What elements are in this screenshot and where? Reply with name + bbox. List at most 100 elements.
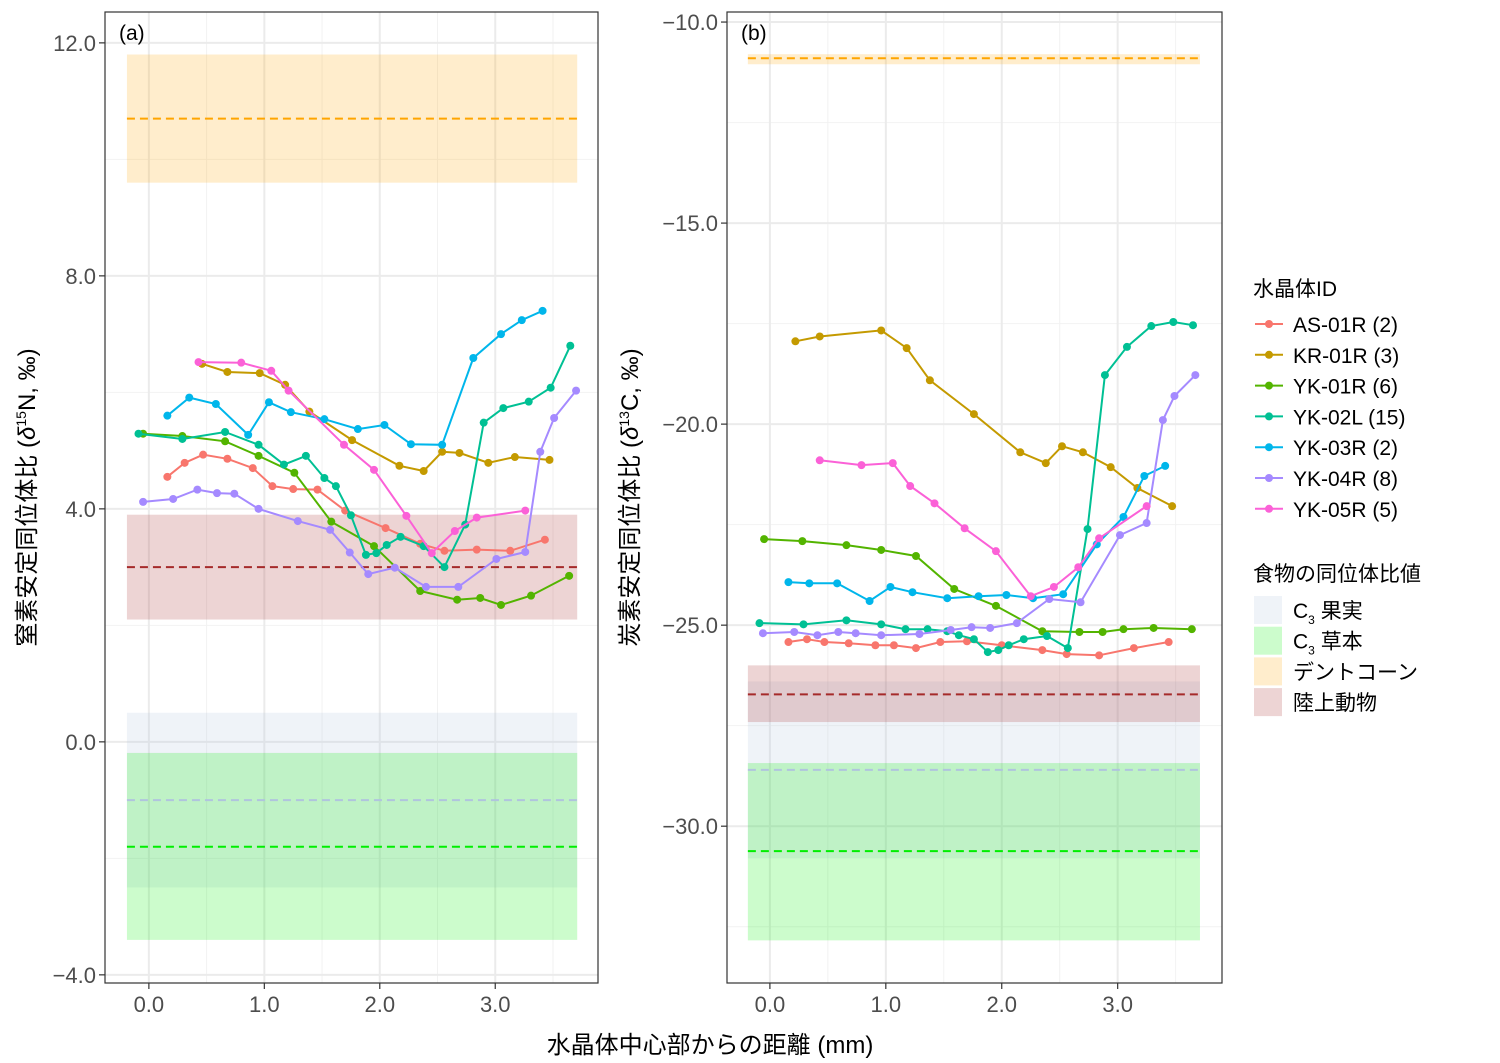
data-point <box>833 579 842 588</box>
data-point <box>479 418 488 427</box>
y-tick-label: −10.0 <box>662 10 718 35</box>
data-point <box>320 473 329 482</box>
data-point <box>902 344 911 353</box>
data-point <box>802 635 811 644</box>
data-point <box>1026 592 1035 601</box>
panel-label: (a) <box>119 22 145 45</box>
data-point <box>313 485 322 494</box>
legend-dot <box>1265 412 1273 421</box>
legend-food-land: 陸上動物 <box>1254 688 1377 717</box>
data-point <box>994 646 1003 655</box>
x-tick-label: 0.0 <box>134 992 165 1017</box>
data-point <box>925 376 934 385</box>
data-point <box>180 458 189 467</box>
legend-label: AS-01R (2) <box>1293 314 1398 337</box>
data-point <box>815 456 824 465</box>
data-point <box>911 552 920 561</box>
data-point <box>960 524 969 533</box>
data-point <box>440 546 449 555</box>
data-point <box>758 629 767 638</box>
panel-b: 0.0 1.0 2.0 3.0 −10.0 −15.0 −20.0 −25.0 −30.0 (b)… <box>616 10 1223 1017</box>
data-point <box>1119 625 1128 634</box>
legend-label-text: 草本 <box>1315 631 1363 654</box>
data-point <box>954 631 963 640</box>
plot-background <box>727 12 1222 983</box>
data-point <box>254 451 263 460</box>
panel-a: 0.0 1.0 2.0 3.0 12.0 8.0 4.0 0.0 −4.0 (a) 窒素安定同位体比… <box>13 11 599 1017</box>
data-point <box>1016 448 1025 457</box>
data-point <box>364 570 373 579</box>
data-point <box>521 506 530 515</box>
data-point <box>871 641 880 650</box>
data-point <box>427 549 436 558</box>
data-point <box>281 380 290 389</box>
legend-label-subscript: 3 <box>1308 644 1315 658</box>
legend-label-text: C <box>1293 600 1308 623</box>
legend-swatch <box>1254 688 1282 717</box>
data-point <box>370 465 379 474</box>
data-point <box>267 366 276 375</box>
data-point <box>1012 619 1021 628</box>
legend-label: YK-02L (15) <box>1293 406 1405 429</box>
data-point <box>380 420 389 429</box>
data-point <box>472 545 481 554</box>
x-tick-label: 1.0 <box>871 992 902 1017</box>
data-point <box>877 631 886 640</box>
x-tick-label: 3.0 <box>1102 992 1133 1017</box>
data-point <box>1164 638 1173 647</box>
legend-dot <box>1265 381 1273 390</box>
data-point <box>469 353 478 362</box>
data-point <box>784 578 793 587</box>
data-point <box>301 451 310 460</box>
data-point <box>1106 463 1115 472</box>
data-point <box>248 464 257 473</box>
legend-dot <box>1265 350 1273 359</box>
data-point <box>1062 650 1071 659</box>
x-tick-label: 0.0 <box>755 992 786 1017</box>
data-point <box>1083 525 1092 534</box>
data-point <box>760 535 769 544</box>
data-point <box>421 582 430 591</box>
data-point <box>545 455 554 464</box>
legend-item: YK-04R (8) <box>1255 468 1398 491</box>
data-point <box>484 458 493 467</box>
data-point <box>497 330 506 339</box>
legend-item: AS-01R (2) <box>1255 314 1398 337</box>
data-point <box>178 434 187 443</box>
legend-label-subscript: 3 <box>1308 613 1315 627</box>
y-label-superscript: 15 <box>13 411 29 427</box>
y-tick-label: −25.0 <box>662 613 718 638</box>
data-point <box>193 485 202 494</box>
legend-label: C3 草本 <box>1293 631 1363 658</box>
legend-label: 陸上動物 <box>1293 692 1377 715</box>
data-point <box>798 537 807 546</box>
data-point <box>395 461 404 470</box>
data-point <box>286 408 295 417</box>
data-point <box>289 485 298 494</box>
data-point <box>506 546 515 555</box>
data-point <box>1063 644 1072 653</box>
legend-label-text: 果実 <box>1315 600 1363 623</box>
data-point <box>476 593 485 602</box>
data-point <box>1189 321 1198 330</box>
data-point <box>1019 635 1028 644</box>
data-point <box>339 440 348 449</box>
data-point <box>986 623 995 632</box>
data-point <box>1149 623 1158 632</box>
data-point <box>134 429 143 438</box>
data-point <box>790 627 799 636</box>
data-point <box>348 436 357 445</box>
data-point <box>565 571 574 580</box>
data-point <box>438 440 447 449</box>
data-point <box>194 358 203 367</box>
data-point <box>566 341 575 350</box>
plot-background <box>105 12 598 983</box>
data-point <box>1170 391 1179 400</box>
legend-label: KR-01R (3) <box>1293 345 1399 368</box>
data-point <box>1098 627 1107 636</box>
data-point <box>1169 317 1178 326</box>
data-point <box>791 337 800 346</box>
y-axis-label: 炭素安定同位体比 (δ13C, ‰) <box>616 348 644 646</box>
data-point <box>842 541 851 550</box>
y-tick-label: 8.0 <box>65 264 96 289</box>
